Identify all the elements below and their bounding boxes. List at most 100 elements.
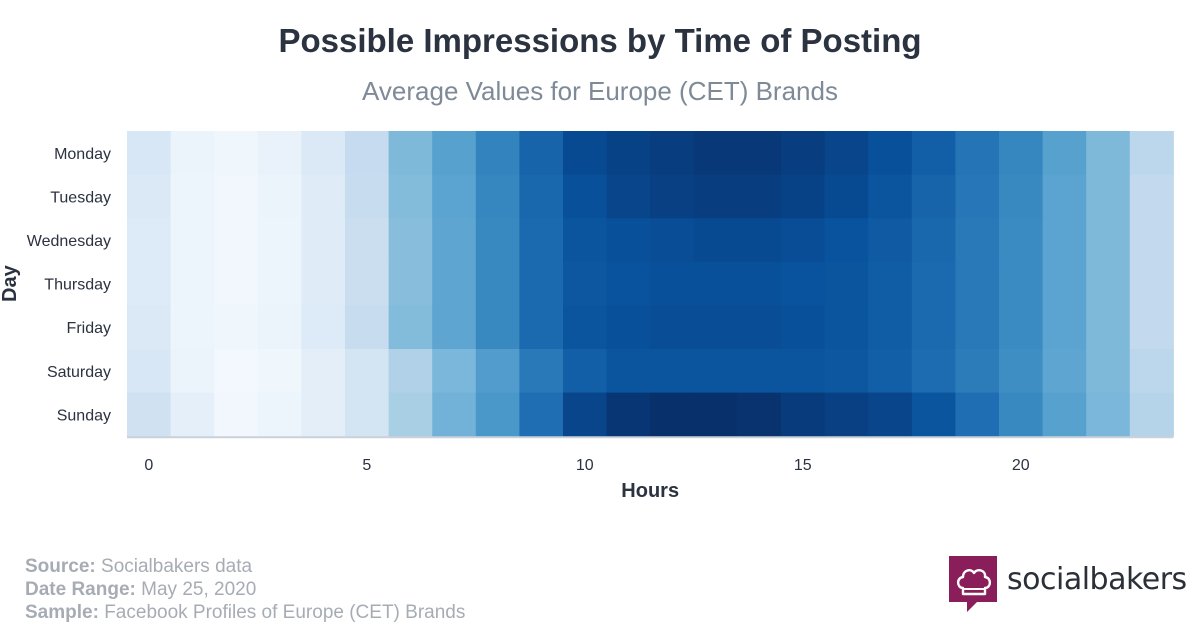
heatmap-cell — [301, 218, 346, 263]
heatmap-cell — [781, 392, 826, 437]
heatmap-cell — [214, 131, 259, 176]
chart-footer: Source: Socialbakers data Date Range: Ma… — [25, 555, 465, 624]
heatmap-cell — [170, 174, 215, 219]
heatmap-cell — [606, 392, 651, 437]
socialbakers-logo: socialbakers — [949, 556, 1187, 616]
heatmap-cell — [999, 392, 1044, 437]
heatmap-cell — [475, 349, 520, 394]
heatmap-cell — [1042, 305, 1087, 350]
heatmap-cell — [650, 349, 695, 394]
heatmap-cell — [257, 305, 302, 350]
heatmap-cell — [999, 349, 1044, 394]
heatmap-cell — [999, 305, 1044, 350]
heatmap-cell — [824, 261, 869, 306]
heatmap-cell — [432, 174, 477, 219]
heatmap-cell — [1042, 392, 1087, 437]
footer-date-range-value: May 25, 2020 — [141, 579, 257, 600]
heatmap-cell — [127, 305, 172, 350]
heatmap-cell — [868, 349, 913, 394]
heatmap-cell — [824, 349, 869, 394]
heatmap-cell — [475, 305, 520, 350]
heatmap-cell — [563, 305, 608, 350]
footer-source-key: Source: — [25, 556, 96, 577]
y-tick-label: Tuesday — [50, 189, 111, 206]
heatmap-cell — [1042, 349, 1087, 394]
heatmap-cell — [781, 218, 826, 263]
heatmap-cell — [650, 261, 695, 306]
x-tick-label: 20 — [1012, 457, 1030, 474]
heatmap-cell — [781, 261, 826, 306]
x-tick-label: 15 — [794, 457, 812, 474]
heatmap-cell — [519, 305, 564, 350]
heatmap-cell — [475, 218, 520, 263]
heatmap-cell — [781, 131, 826, 176]
heatmap-cell — [1042, 261, 1087, 306]
heatmap-cell — [519, 392, 564, 437]
y-tick-label: Sunday — [57, 407, 111, 424]
heatmap-cell — [1042, 131, 1087, 176]
heatmap-cell — [214, 261, 259, 306]
heatmap-cell — [345, 174, 390, 219]
heatmap-cell — [955, 218, 1000, 263]
heatmap-cell — [737, 174, 782, 219]
x-axis-title: Hours — [621, 480, 679, 502]
chart-subtitle: Average Values for Europe (CET) Brands — [362, 76, 838, 106]
heatmap-cell — [563, 392, 608, 437]
heatmap-cell — [737, 392, 782, 437]
heatmap-cell — [650, 218, 695, 263]
heatmap-cell — [345, 261, 390, 306]
heatmap-cell — [911, 392, 956, 437]
heatmap-cell — [693, 349, 738, 394]
heatmap-cell — [519, 131, 564, 176]
heatmap-cell — [693, 261, 738, 306]
footer-source: Source: Socialbakers data — [25, 555, 465, 578]
heatmap-cell — [955, 392, 1000, 437]
heatmap-cell — [127, 261, 172, 306]
heatmap-cell — [563, 174, 608, 219]
heatmap-cell — [606, 349, 651, 394]
heatmap-cell — [127, 131, 172, 176]
heatmap-cell — [1042, 218, 1087, 263]
heatmap-cell — [911, 174, 956, 219]
heatmap-cell — [693, 392, 738, 437]
heatmap-cell — [388, 174, 433, 219]
heatmap-cell — [301, 261, 346, 306]
heatmap-cell — [301, 349, 346, 394]
heatmap-cell — [1086, 305, 1131, 350]
heatmap-cell — [824, 218, 869, 263]
y-tick-label: Monday — [54, 146, 111, 163]
heatmap-cell — [1129, 261, 1174, 306]
heatmap-cell — [214, 349, 259, 394]
heatmap-cell — [955, 131, 1000, 176]
heatmap-cell — [388, 349, 433, 394]
heatmap-cell — [432, 131, 477, 176]
y-axis-title: Day — [0, 264, 21, 302]
heatmap-cell — [475, 261, 520, 306]
y-tick-label: Saturday — [47, 364, 111, 381]
heatmap-cell — [1042, 174, 1087, 219]
heatmap-cell — [170, 218, 215, 263]
heatmap-cell — [868, 392, 913, 437]
heatmap-cell — [170, 349, 215, 394]
heatmap-cell — [911, 349, 956, 394]
heatmap-cell — [1129, 392, 1174, 437]
heatmap-cell — [868, 174, 913, 219]
heatmap-cell — [519, 174, 564, 219]
footer-sample-key: Sample: — [25, 602, 99, 623]
heatmap-cell — [345, 392, 390, 437]
heatmap-cell — [999, 218, 1044, 263]
heatmap-cell — [650, 392, 695, 437]
heatmap-cell — [911, 305, 956, 350]
heatmap-cell — [345, 349, 390, 394]
heatmap-cell — [824, 392, 869, 437]
heatmap-cell — [301, 392, 346, 437]
heatmap-cell — [257, 131, 302, 176]
heatmap-cell — [475, 174, 520, 219]
heatmap-cell — [650, 305, 695, 350]
footer-date-range-key: Date Range: — [25, 579, 136, 600]
heatmap-cell — [345, 305, 390, 350]
heatmap-cell — [911, 261, 956, 306]
heatmap-cell — [388, 261, 433, 306]
x-tick-label: 0 — [144, 457, 153, 474]
